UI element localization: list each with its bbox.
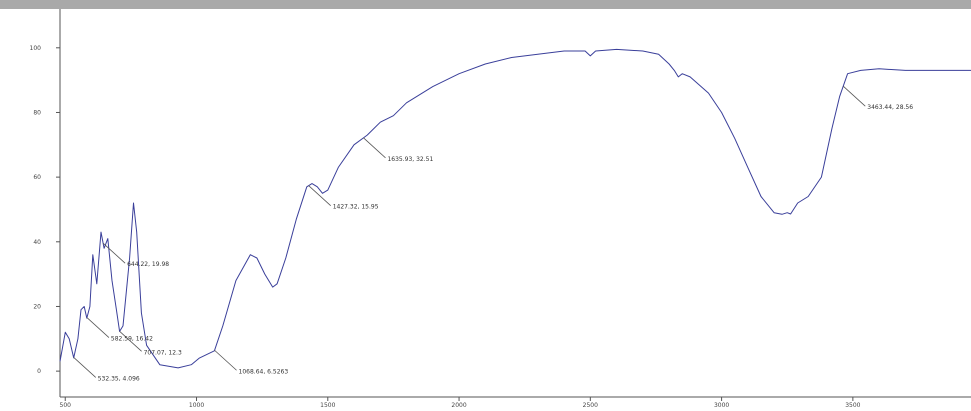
annotation-leader <box>86 317 110 338</box>
peak-annotation-label: 707.07, 12.3 <box>144 349 182 356</box>
y-tick-label: 80 <box>33 109 41 116</box>
x-tick-label: 1500 <box>320 402 335 407</box>
series-layer <box>59 48 971 369</box>
x-axis-ticks: 500 1000 1500 2000 2500 3000 3500 <box>60 397 861 409</box>
x-tick-label: 2500 <box>583 402 598 407</box>
peak-annotations: 532.35, 4.096 582.59, 16.42 644.22, 19.98 7… <box>73 85 913 382</box>
annotation-leader <box>73 357 97 378</box>
y-tick-label: 20 <box>33 303 41 310</box>
y-tick-label: 40 <box>33 239 41 246</box>
top-toolbar-strip <box>0 0 971 9</box>
annotation-leader <box>308 185 331 206</box>
x-tick-label: 1000 <box>189 402 204 407</box>
x-tick-label: 3000 <box>714 402 729 407</box>
peak-annotation-label: 1427.32, 15.95 <box>333 204 379 211</box>
x-tick-label: 500 <box>60 402 72 407</box>
peak-annotation-label: 532.35, 4.096 <box>98 375 140 382</box>
annotation-leader <box>102 242 126 264</box>
spectrum-line <box>59 48 971 369</box>
peak-annotation-label: 3463.44, 28.56 <box>867 104 913 111</box>
annotation-leader <box>214 349 237 371</box>
annotation-leader <box>363 137 386 159</box>
plot-area <box>60 9 971 397</box>
y-tick-label: 0 <box>37 368 41 375</box>
peak-annotation-label: 1068.64, 6.5263 <box>239 368 289 375</box>
annotation-leader <box>842 85 866 107</box>
peak-annotation-label: 644.22, 19.98 <box>127 261 169 268</box>
y-tick-label: 60 <box>33 174 41 181</box>
annotation-leader <box>119 331 142 352</box>
x-tick-label: 3500 <box>845 402 860 407</box>
y-axis-ticks: 0 20 40 60 80 100 <box>30 45 60 375</box>
y-tick-label: 100 <box>30 45 42 52</box>
x-tick-label: 2000 <box>451 402 466 407</box>
peak-annotation-label: 582.59, 16.42 <box>111 336 153 343</box>
peak-annotation-label: 1635.93, 32.51 <box>387 156 433 163</box>
